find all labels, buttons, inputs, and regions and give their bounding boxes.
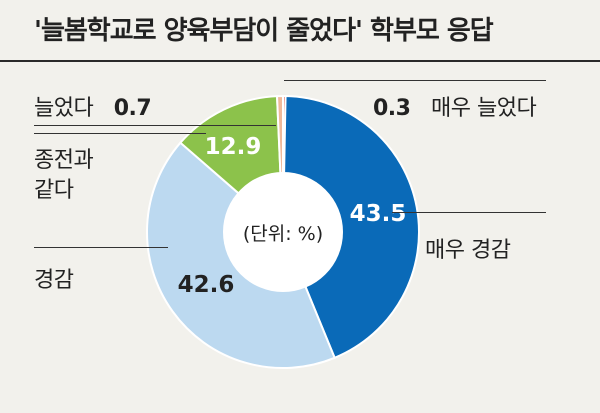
label-same-line1: 종전과	[34, 148, 94, 173]
leader-much-increased	[284, 80, 546, 81]
label-much-increased-text: 매우 늘었다	[430, 96, 537, 121]
donut-slice-1	[281, 95, 420, 360]
center-unit-label: (단위: %)	[243, 223, 323, 245]
label-increased: 늘었다 0.7	[34, 90, 152, 122]
title-divider	[0, 60, 600, 62]
label-increased-value: 0.7	[113, 96, 152, 121]
label-reduced: 경감	[34, 268, 74, 293]
label-much-reduced: 매우 경감	[425, 238, 511, 263]
leader-increased	[34, 125, 276, 126]
slice-value-much-reduced: 43.5	[350, 201, 407, 227]
leader-much-reduced	[392, 212, 546, 213]
chart-title: '늘봄학교로 양육부담이 줄었다' 학부모 응답	[34, 16, 494, 46]
label-much-increased: 0.3 매우 늘었다	[373, 90, 537, 122]
label-increased-text: 늘었다	[34, 96, 94, 121]
label-much-increased-value: 0.3	[373, 96, 411, 121]
slice-value-reduced: 42.6	[178, 272, 235, 298]
leader-same	[34, 133, 206, 134]
slice-value-same: 12.9	[205, 134, 262, 160]
label-same-line2: 같다	[34, 178, 74, 203]
label-same: 종전과 같다	[34, 146, 94, 206]
donut-hole	[223, 172, 343, 292]
leader-reduced	[34, 247, 168, 248]
